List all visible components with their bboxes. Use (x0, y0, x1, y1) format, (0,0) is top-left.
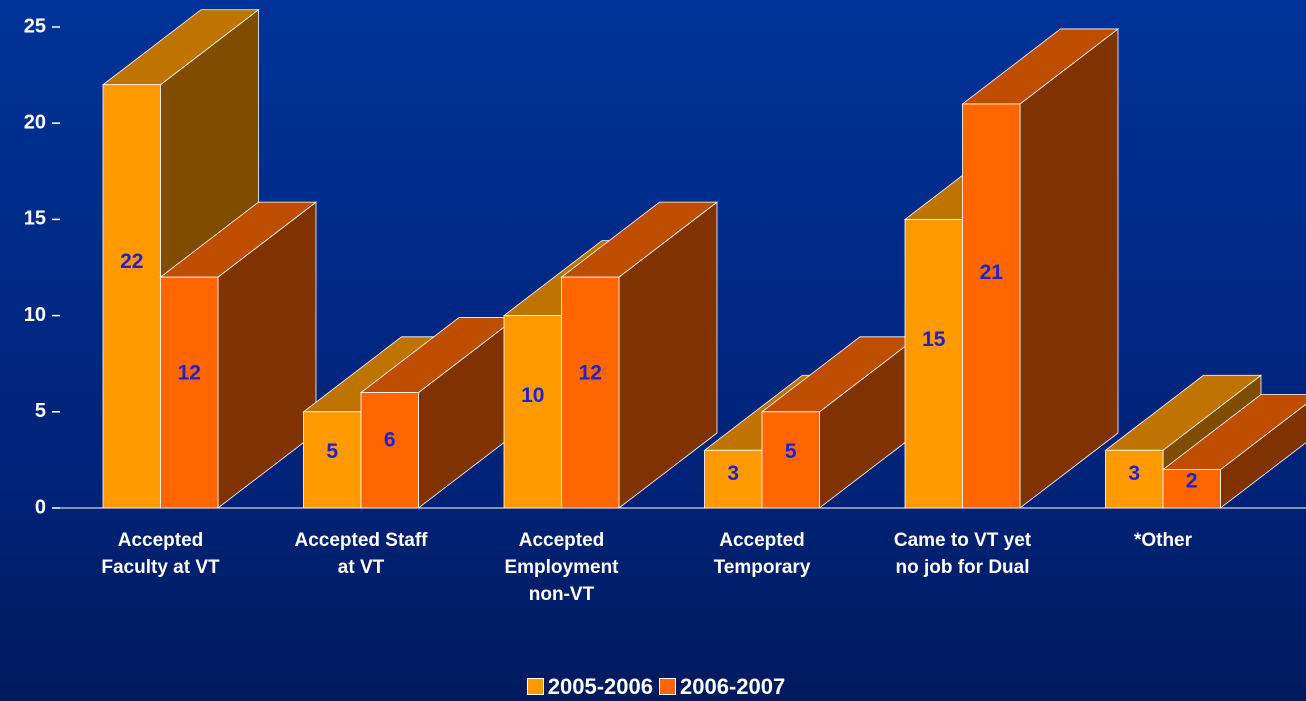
bar (360, 392, 419, 509)
legend-label: 2005-2006 (547, 674, 653, 699)
value-label: 5 (326, 440, 338, 463)
value-label: 21 (980, 261, 1004, 284)
value-label: 12 (178, 362, 201, 385)
value-label: 6 (384, 429, 396, 452)
value-label: 3 (727, 462, 739, 485)
legend: 2005-2006 2006-2007 (0, 674, 1306, 700)
bar (962, 103, 1021, 509)
value-label: 2 (1186, 470, 1198, 493)
x-tick-label: Accepted Employment non-VT (504, 530, 619, 605)
value-label: 3 (1128, 462, 1140, 485)
bar (303, 411, 362, 509)
value-label: 12 (579, 362, 602, 385)
bar (102, 84, 161, 509)
y-tick-label: 15 (24, 208, 46, 230)
x-tick-label: Accepted Faculty at VT (101, 530, 220, 578)
value-label: 5 (785, 440, 797, 463)
bar-side (1019, 28, 1119, 509)
legend-label: 2006-2007 (680, 674, 786, 699)
value-label: 15 (922, 328, 946, 351)
value-label: 10 (521, 384, 544, 407)
bar (704, 449, 763, 509)
x-tick-label: Came to VT yet no job for Dual (893, 530, 1032, 578)
value-label: 22 (120, 250, 143, 273)
y-tick-label: 20 (24, 111, 46, 133)
x-tick-label: *Other (1133, 530, 1193, 551)
y-tick-label: 25 (24, 15, 46, 37)
legend-swatch (526, 678, 544, 695)
x-tick-label: Accepted Staff at VT (294, 530, 428, 578)
y-tick-label: 10 (24, 304, 46, 326)
y-tick-label: 5 (35, 400, 46, 422)
bar (904, 218, 963, 509)
y-tick-label: 0 (35, 496, 46, 518)
bar (761, 411, 820, 509)
legend-swatch (659, 678, 676, 695)
bar (561, 276, 620, 509)
bar (160, 276, 219, 509)
bar (503, 315, 562, 509)
bar (1162, 469, 1221, 509)
x-tick-label: Accepted Temporary (713, 530, 811, 578)
